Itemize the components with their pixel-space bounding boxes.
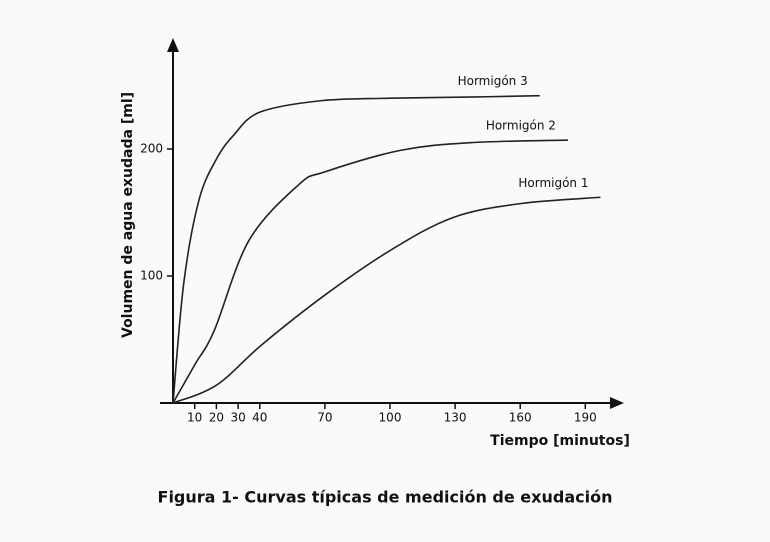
series-line	[172, 94, 540, 404]
series-label: Hormigón 1	[518, 176, 588, 190]
x-tick-label: 160	[509, 411, 532, 425]
series-label: Hormigón 2	[486, 119, 556, 133]
x-tick-label: 100	[379, 411, 402, 425]
x-axis-label: Tiempo [minutos]	[490, 433, 630, 449]
y-axis-label: Volumen de agua exudada [ml]	[120, 92, 136, 338]
y-tick-label: 100	[140, 269, 163, 283]
series-label: Hormigón 3	[458, 74, 528, 88]
caption: Figura 1- Curvas típicas de medición de …	[158, 488, 613, 507]
x-tick-label: 70	[317, 411, 332, 425]
x-tick-label: 40	[252, 411, 267, 425]
x-tick-label: 10	[187, 411, 202, 425]
x-tick-label: 130	[444, 411, 467, 425]
series-line	[172, 139, 568, 404]
x-axis-arrow	[610, 397, 624, 409]
y-axis-arrow	[167, 38, 179, 52]
x-tick-label: 20	[209, 411, 224, 425]
y-tick-label: 200	[140, 142, 163, 156]
series-line	[172, 196, 601, 404]
x-tick-label: 190	[574, 411, 597, 425]
x-tick-label: 30	[230, 411, 245, 425]
